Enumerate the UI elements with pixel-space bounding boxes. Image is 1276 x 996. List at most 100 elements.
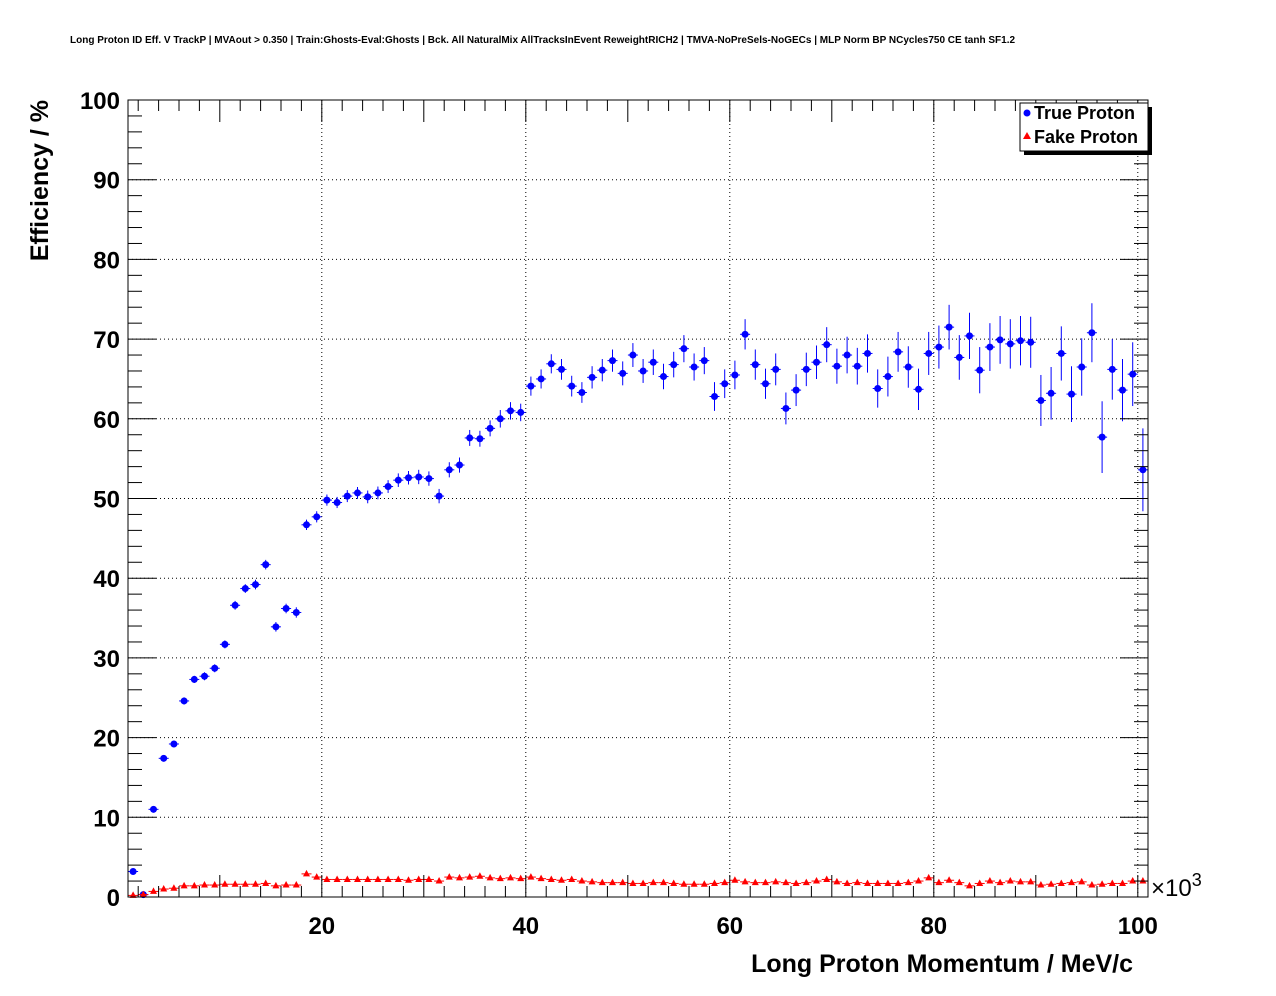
fake-proton-point xyxy=(556,876,567,883)
true-proton-point xyxy=(638,359,649,383)
true-proton-marker xyxy=(864,349,871,357)
true-proton-marker xyxy=(496,415,504,423)
true-proton-point xyxy=(729,360,740,390)
fake-proton-marker xyxy=(884,879,892,886)
fake-proton-marker xyxy=(823,875,831,882)
fake-proton-point xyxy=(974,879,985,886)
true-proton-point xyxy=(179,697,190,705)
true-proton-point xyxy=(383,480,394,493)
true-proton-marker xyxy=(741,330,749,338)
fake-proton-marker xyxy=(252,880,259,887)
x-axis-label: Long Proton Momentum / MeV/c xyxy=(751,950,1133,978)
fake-proton-marker xyxy=(435,877,443,884)
fake-proton-point xyxy=(138,890,149,898)
true-proton-point xyxy=(760,368,771,399)
true-proton-marker xyxy=(884,373,892,381)
fake-proton-marker xyxy=(568,875,576,882)
fake-proton-point xyxy=(219,880,230,887)
true-proton-marker xyxy=(609,357,616,365)
fake-proton-marker xyxy=(333,875,341,882)
true-proton-marker xyxy=(925,349,933,357)
true-proton-marker xyxy=(721,380,729,388)
true-proton-point xyxy=(158,754,169,762)
fake-proton-point xyxy=(913,877,924,884)
x-tick-label: 60 xyxy=(716,913,743,940)
true-proton-marker xyxy=(629,351,637,359)
true-proton-point xyxy=(362,490,373,504)
fake-proton-marker xyxy=(180,881,188,889)
true-proton-point xyxy=(842,336,853,374)
fake-proton-marker xyxy=(751,878,759,886)
true-proton-marker xyxy=(445,466,453,474)
fake-proton-point xyxy=(627,879,638,886)
true-proton-marker xyxy=(415,473,423,481)
fake-proton-marker xyxy=(1139,877,1147,884)
fake-proton-point xyxy=(648,878,659,886)
fake-proton-marker xyxy=(231,880,239,887)
true-proton-marker xyxy=(1068,390,1075,398)
true-proton-marker xyxy=(731,371,739,379)
legend-label-fake-proton: Fake Proton xyxy=(1034,127,1138,147)
fake-proton-point xyxy=(444,873,455,880)
true-proton-marker xyxy=(343,492,351,500)
fake-proton-point xyxy=(148,887,159,894)
y-tick-label: 100 xyxy=(80,88,120,115)
fake-proton-point xyxy=(903,878,914,886)
fake-proton-point xyxy=(780,878,791,886)
true-proton-point xyxy=(587,366,598,389)
fake-proton-marker xyxy=(1017,877,1024,885)
fake-proton-point xyxy=(638,879,649,886)
true-proton-point xyxy=(240,584,251,593)
fake-proton-marker xyxy=(731,876,739,883)
true-proton-point xyxy=(566,375,577,397)
true-proton-point xyxy=(791,374,802,407)
fake-proton-marker xyxy=(721,878,729,886)
fake-proton-marker xyxy=(955,878,963,886)
true-proton-series xyxy=(128,303,1148,899)
fake-proton-point xyxy=(893,879,904,886)
true-proton-marker xyxy=(252,581,259,589)
fake-proton-marker xyxy=(537,874,545,882)
true-proton-marker xyxy=(1057,349,1065,357)
true-proton-marker xyxy=(762,380,769,388)
fake-proton-point xyxy=(158,885,169,892)
fake-proton-point xyxy=(536,874,547,882)
true-proton-marker xyxy=(150,805,157,813)
true-proton-marker xyxy=(894,348,902,356)
fake-proton-marker xyxy=(527,873,535,880)
fake-proton-marker xyxy=(241,880,249,887)
fake-proton-marker xyxy=(425,875,433,882)
true-proton-marker xyxy=(649,358,657,366)
fake-proton-marker xyxy=(945,876,953,883)
fake-proton-point xyxy=(842,879,853,886)
fake-proton-point xyxy=(454,873,465,881)
fake-proton-marker xyxy=(711,879,718,886)
true-proton-marker xyxy=(1119,386,1126,394)
true-proton-marker xyxy=(945,323,953,331)
true-proton-point xyxy=(372,486,383,500)
true-proton-point xyxy=(1097,401,1108,473)
true-proton-marker xyxy=(680,345,688,353)
fake-proton-marker xyxy=(201,881,208,888)
true-proton-point xyxy=(1127,342,1138,407)
true-proton-point xyxy=(831,348,842,384)
true-proton-marker xyxy=(935,343,943,351)
y-tick-label: 70 xyxy=(93,327,120,354)
fake-proton-point xyxy=(413,875,424,882)
x-tick-label: 80 xyxy=(920,913,947,940)
fake-proton-marker xyxy=(415,875,423,882)
fake-proton-marker xyxy=(649,878,657,886)
fake-proton-marker xyxy=(976,879,984,886)
true-proton-marker xyxy=(639,367,647,375)
fake-proton-marker xyxy=(986,877,994,884)
fake-proton-marker xyxy=(445,873,453,880)
true-proton-point xyxy=(556,359,567,380)
fake-proton-point xyxy=(485,873,496,881)
legend-marker-fake-proton xyxy=(1023,132,1031,139)
true-proton-marker xyxy=(374,489,382,497)
fake-proton-point xyxy=(189,881,200,889)
fake-proton-point xyxy=(1127,877,1138,884)
fake-proton-point xyxy=(179,881,190,889)
true-proton-marker xyxy=(700,357,708,365)
